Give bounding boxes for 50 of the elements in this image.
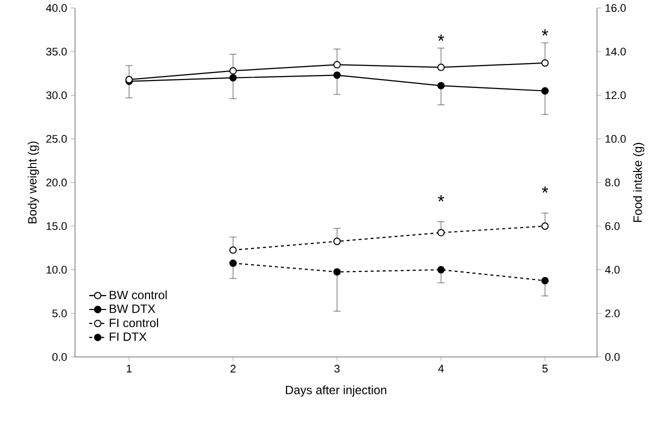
point	[229, 259, 237, 267]
y2-tick-label: 2.0	[605, 309, 620, 318]
point	[229, 67, 237, 75]
y2-tick-label: 6.0	[605, 222, 620, 230]
point	[541, 87, 549, 95]
point	[437, 266, 445, 274]
y-tick-label: 40.0	[46, 4, 67, 12]
annotation: *	[542, 29, 548, 36]
point	[541, 276, 549, 284]
point	[229, 246, 237, 254]
point	[437, 228, 445, 236]
y2-tick-label: 12.0	[606, 91, 626, 100]
x-tick-label: 1	[126, 364, 132, 372]
point	[333, 71, 341, 79]
x-tick-label: 2	[230, 364, 236, 372]
y2-tick-label: 14.0	[606, 48, 626, 56]
y-axis-title: Body weight (g)	[28, 142, 39, 224]
y2-tick-label: 16.0	[606, 4, 626, 12]
y2-axis-title: Food intake (g)	[633, 142, 644, 222]
x-tick-label: 3	[334, 364, 340, 373]
point	[541, 222, 549, 230]
legend-label: BW control	[110, 290, 167, 300]
y-tick-label: 35.0	[46, 48, 67, 56]
legend-label: FI control	[110, 318, 158, 328]
y2-tick-label: 0.0	[605, 353, 620, 361]
legend-label: FI DTX	[110, 332, 147, 341]
point	[333, 61, 341, 68]
annotation: *	[542, 186, 548, 193]
y-tick-label: 15.0	[46, 222, 67, 230]
y-tick-label: 30.0	[46, 91, 67, 100]
annotation: *	[438, 34, 444, 41]
y-tick-label: 0.0	[52, 353, 67, 361]
y2-tick-label: 4.0	[605, 266, 620, 274]
point	[541, 59, 549, 67]
point	[333, 268, 341, 276]
y2-tick-label: 8.0	[605, 178, 620, 186]
y-tick-label: 20.0	[46, 178, 67, 186]
point	[437, 64, 445, 72]
point	[437, 82, 445, 90]
annotation: *	[438, 195, 444, 202]
y-tick-label: 5.0	[52, 309, 67, 318]
y-tick-label: 10.0	[46, 266, 67, 274]
legend-label: BW DTX	[110, 304, 156, 313]
point	[333, 238, 341, 246]
x-axis-title: Days after injection	[286, 385, 386, 397]
y2-tick-label: 10.0	[606, 134, 626, 143]
point	[229, 74, 237, 82]
y-tick-label: 25.0	[46, 134, 67, 143]
x-tick-label: 4	[438, 364, 444, 372]
x-tick-label: 5	[542, 364, 548, 372]
